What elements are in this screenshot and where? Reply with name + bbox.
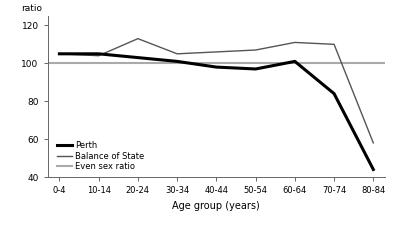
Legend: Perth, Balance of State, Even sex ratio: Perth, Balance of State, Even sex ratio: [55, 139, 146, 173]
Text: ratio: ratio: [21, 4, 42, 13]
X-axis label: Age group (years): Age group (years): [172, 201, 260, 211]
